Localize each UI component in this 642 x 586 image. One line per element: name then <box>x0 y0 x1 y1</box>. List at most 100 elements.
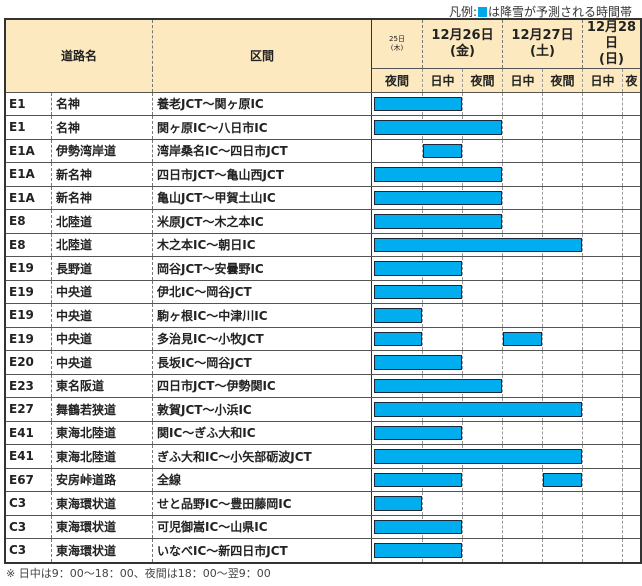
snow-forecast-bar <box>374 355 462 370</box>
time-slot-cell <box>582 303 623 328</box>
table-row: E19 中央道 多治見IC～小牧JCT <box>4 327 642 351</box>
time-slot-cell <box>622 256 642 281</box>
time-slot-cell <box>622 162 642 187</box>
road-name: 新名神 <box>51 186 153 210</box>
time-slot-cell <box>622 350 642 375</box>
time-slot-cell <box>582 92 623 116</box>
header-road-name: 道路名 <box>4 19 153 93</box>
time-slot-cell <box>502 491 543 516</box>
time-slot-cell <box>542 538 583 563</box>
road-name: 新名神 <box>51 162 153 187</box>
snow-forecast-bar <box>374 96 462 111</box>
time-slot-cell <box>542 515 583 539</box>
road-name: 中央道 <box>51 280 153 304</box>
snow-forecast-bar <box>374 472 462 487</box>
snow-forecast-bar <box>374 120 502 135</box>
section-name: 岡谷JCT～安曇野IC <box>152 256 372 281</box>
header-date-25: 25日 (木) <box>371 19 423 69</box>
road-name: 中央道 <box>51 303 153 328</box>
time-slot-cell <box>422 327 463 351</box>
time-slot-cell <box>582 162 623 187</box>
time-slot-cell <box>582 491 623 516</box>
road-name: 東海環状道 <box>51 491 153 516</box>
snow-forecast-bar <box>374 449 582 464</box>
road-name: 中央道 <box>51 327 153 351</box>
snow-forecast-bar <box>374 190 502 205</box>
time-slot-cell <box>462 421 503 445</box>
table-body: E1 名神 養老JCT～関ヶ原IC E1 名神 関ヶ原IC～八日市IC E1A 伊勢湾岸道 湾岸… <box>4 92 642 563</box>
route-code: C3 <box>4 515 52 539</box>
time-slot-cell <box>371 280 462 304</box>
section-name: 木之本IC～朝日IC <box>152 233 372 257</box>
snow-forecast-bar <box>374 402 582 417</box>
legend-prefix: 凡例: <box>448 5 477 19</box>
time-slot-cell <box>371 303 423 328</box>
time-slot-cell <box>502 115 543 140</box>
section-name: 伊北IC～岡谷JCT <box>152 280 372 304</box>
time-slot-cell <box>371 139 423 163</box>
time-slot-cell <box>502 186 543 210</box>
road-name: 長野道 <box>51 256 153 281</box>
section-name: 米原JCT～木之本IC <box>152 209 372 234</box>
time-slot-cell <box>371 256 462 281</box>
table-row: E41 東海北陸道 ぎふ大和IC～小矢部砺波JCT <box>4 444 642 469</box>
route-code: E20 <box>4 350 52 375</box>
time-slot-cell <box>622 115 642 140</box>
time-slot-cell <box>371 374 502 398</box>
table-row: C3 東海環状道 可児御嵩IC～山県IC <box>4 515 642 539</box>
time-slot-cell <box>542 468 583 492</box>
time-slot-cell <box>542 421 583 445</box>
route-code: E67 <box>4 468 52 492</box>
time-slot-cell <box>542 303 583 328</box>
table-row: E20 中央道 長坂IC～岡谷JCT <box>4 350 642 375</box>
route-code: E8 <box>4 209 52 234</box>
time-slot-cell <box>462 327 503 351</box>
snow-forecast-bar <box>374 167 502 182</box>
time-slot-cell <box>502 538 543 563</box>
section-name: 四日市JCT～伊勢関IC <box>152 374 372 398</box>
time-slot-cell <box>582 374 623 398</box>
slot-header: 日中 <box>502 68 543 93</box>
table-row: E8 北陸道 木之本IC～朝日IC <box>4 233 642 257</box>
time-slot-cell <box>371 233 582 257</box>
road-name: 北陸道 <box>51 233 153 257</box>
table-row: E1 名神 養老JCT～関ヶ原IC <box>4 92 642 116</box>
table-row: E67 安房峠道路 全線 <box>4 468 642 492</box>
header-date-26: 12月26日 (金) <box>422 19 503 69</box>
header-section: 区間 <box>152 19 372 93</box>
table-row: E19 中央道 伊北IC～岡谷JCT <box>4 280 642 304</box>
snow-forecast-bar <box>374 331 422 346</box>
route-code: E41 <box>4 444 52 469</box>
time-slot-cell <box>422 303 463 328</box>
route-code: E19 <box>4 327 52 351</box>
time-slot-cell <box>371 350 462 375</box>
time-slot-cell <box>542 92 583 116</box>
route-code: E1 <box>4 115 52 140</box>
header-date-27: 12月27日 (土) <box>502 19 583 69</box>
time-slot-cell <box>582 280 623 304</box>
section-name: 長坂IC～岡谷JCT <box>152 350 372 375</box>
table-row: E19 中央道 駒ヶ根IC～中津川IC <box>4 303 642 328</box>
section-name: 関ヶ原IC～八日市IC <box>152 115 372 140</box>
time-slot-cell <box>462 303 503 328</box>
snow-forecast-bar <box>503 331 542 346</box>
footnote: ※ 日中は9：00～18：00、夜間は18：00～翌9：00 <box>6 567 271 580</box>
section-name: ぎふ大和IC～小矢部砺波JCT <box>152 444 372 469</box>
section-name: いなべIC～新四日市JCT <box>152 538 372 563</box>
time-slot-cell <box>371 397 582 422</box>
time-slot-cell <box>542 491 583 516</box>
time-slot-cell <box>582 468 623 492</box>
snow-forecast-bar <box>374 261 462 276</box>
time-slot-cell <box>502 162 543 187</box>
route-code: E1 <box>4 92 52 116</box>
route-code: E1A <box>4 162 52 187</box>
time-slot-cell <box>502 327 543 351</box>
route-code: E1A <box>4 139 52 163</box>
table-row: E1A 伊勢湾岸道 湾岸桑名IC～四日市JCT <box>4 139 642 163</box>
route-code: E19 <box>4 303 52 328</box>
time-slot-cell <box>502 303 543 328</box>
slot-header: 夜間 <box>542 68 583 93</box>
time-slot-cell <box>542 374 583 398</box>
time-slot-cell <box>542 280 583 304</box>
road-name: 名神 <box>51 92 153 116</box>
